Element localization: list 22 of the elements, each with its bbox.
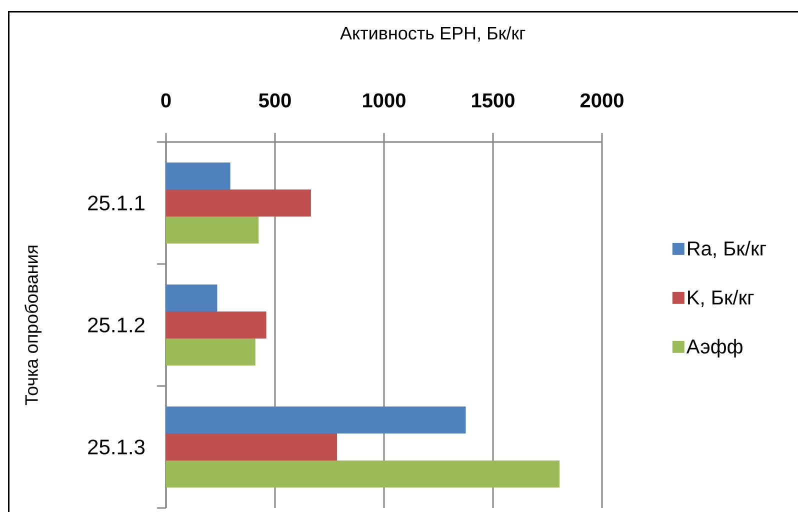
y-axis-title: Точка опробования (24, 246, 42, 406)
y-tick-label: 25.1.3 (88, 440, 145, 454)
x-tick-label: 1500 (472, 93, 514, 108)
bar (166, 162, 230, 190)
bar (166, 406, 466, 434)
legend-label: K, Бк/кг (688, 290, 754, 307)
y-tick-label: 25.1.2 (88, 318, 144, 332)
legend-label: Ra, Бк/кг (688, 240, 766, 258)
bar (166, 216, 259, 244)
x-axis-title: Активность ЕРН, Бк/кг (340, 26, 526, 42)
bar (166, 460, 560, 488)
legend-label: Аэфф (686, 338, 742, 358)
bar (166, 284, 218, 312)
bar (166, 338, 256, 366)
x-tick-label: 1000 (363, 93, 406, 108)
bar (166, 190, 311, 217)
x-tick-label: 2000 (580, 93, 624, 108)
x-tick-label: 0 (161, 93, 171, 108)
y-tick-label: 25.1.1 (88, 196, 144, 210)
x-tick-label: 500 (258, 93, 291, 108)
bar (166, 312, 266, 338)
bar (166, 434, 338, 460)
